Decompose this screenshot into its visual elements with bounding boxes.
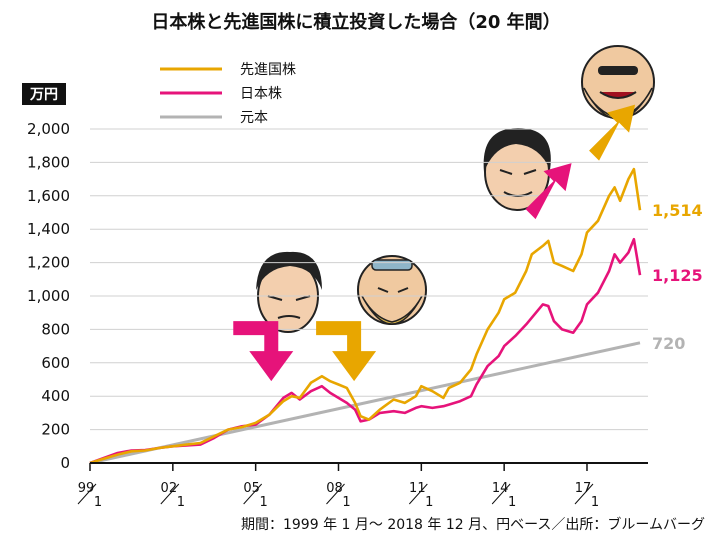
x-tick-slash	[77, 483, 97, 505]
x-tick-month: 1	[177, 495, 185, 510]
x-tick-year: 05	[243, 481, 260, 496]
annotation-arrow-down	[233, 321, 294, 382]
legend: 先進国株 日本株 元本	[160, 62, 296, 126]
x-tick-year: 08	[326, 481, 343, 496]
y-tick-label: 400	[41, 387, 70, 405]
unit-badge: 万円	[22, 83, 66, 105]
unit-label: 万円	[29, 87, 58, 103]
x-tick-slash	[408, 483, 428, 505]
x-tick-month: 1	[425, 495, 433, 510]
character-head-1-icon	[256, 251, 322, 333]
y-tick-label: 2,000	[27, 120, 70, 138]
legend-label-principal: 元本	[240, 110, 268, 126]
character-head-2-icon	[357, 255, 427, 325]
x-tick-year: 99	[78, 481, 95, 496]
y-tick-label: 0	[60, 454, 70, 472]
x-tick-month: 1	[94, 495, 102, 510]
x-tick-slash	[160, 483, 180, 505]
x-tick-slash	[326, 483, 345, 505]
y-tick-label: 200	[41, 421, 70, 439]
x-tick-month: 1	[260, 495, 268, 510]
y-tick-label: 1,000	[27, 287, 70, 305]
legend-label-developed: 先進国株	[240, 62, 296, 78]
series-line-0	[89, 167, 642, 465]
y-tick-label: 1,600	[27, 187, 70, 205]
source-note: 期間：1999 年 1 月〜 2018 年 12 月、円ベース／出所：ブルームバ…	[241, 516, 705, 533]
x-tick-slash	[243, 483, 263, 505]
annotation-arrows	[233, 104, 636, 382]
x-tick-year: 14	[492, 481, 509, 496]
chart-title: 日本株と先進国株に積立投資した場合（20 年間）	[151, 11, 560, 33]
x-tick-month: 1	[591, 495, 599, 510]
x-tick-year: 11	[409, 481, 426, 496]
annotation-arrow-up	[589, 104, 636, 161]
decorative-illustrations	[256, 45, 655, 333]
legend-label-japan: 日本株	[240, 86, 282, 102]
series-line-2	[89, 341, 641, 465]
y-tick-label: 1,800	[27, 153, 70, 171]
y-tick-label: 1,200	[27, 254, 70, 272]
character-head-4-icon	[581, 45, 655, 120]
x-tick-month: 1	[508, 495, 516, 510]
x-tick-year: 02	[161, 481, 178, 496]
annotation-arrow-up	[525, 163, 572, 220]
series-end-label-0: 1,514	[652, 201, 703, 220]
y-tick-label: 800	[41, 320, 70, 338]
x-tick-slash	[574, 483, 594, 505]
x-tick-year: 17	[575, 481, 592, 496]
x-tick-month: 1	[342, 495, 350, 510]
series-end-label-2: 720	[652, 334, 685, 353]
annotation-arrow-down	[316, 321, 377, 382]
series-end-labels: 1,514 1,125 720	[652, 201, 703, 353]
series-end-label-1: 1,125	[652, 266, 703, 285]
y-axis-ticks: 0 200 400 600 800 1,000 1,200 1,400 1,600 1,800 2,…	[27, 120, 70, 472]
series-lines	[89, 167, 642, 465]
x-tick-slash	[491, 483, 511, 505]
y-tick-label: 600	[41, 354, 70, 372]
y-tick-label: 1,400	[27, 220, 70, 238]
